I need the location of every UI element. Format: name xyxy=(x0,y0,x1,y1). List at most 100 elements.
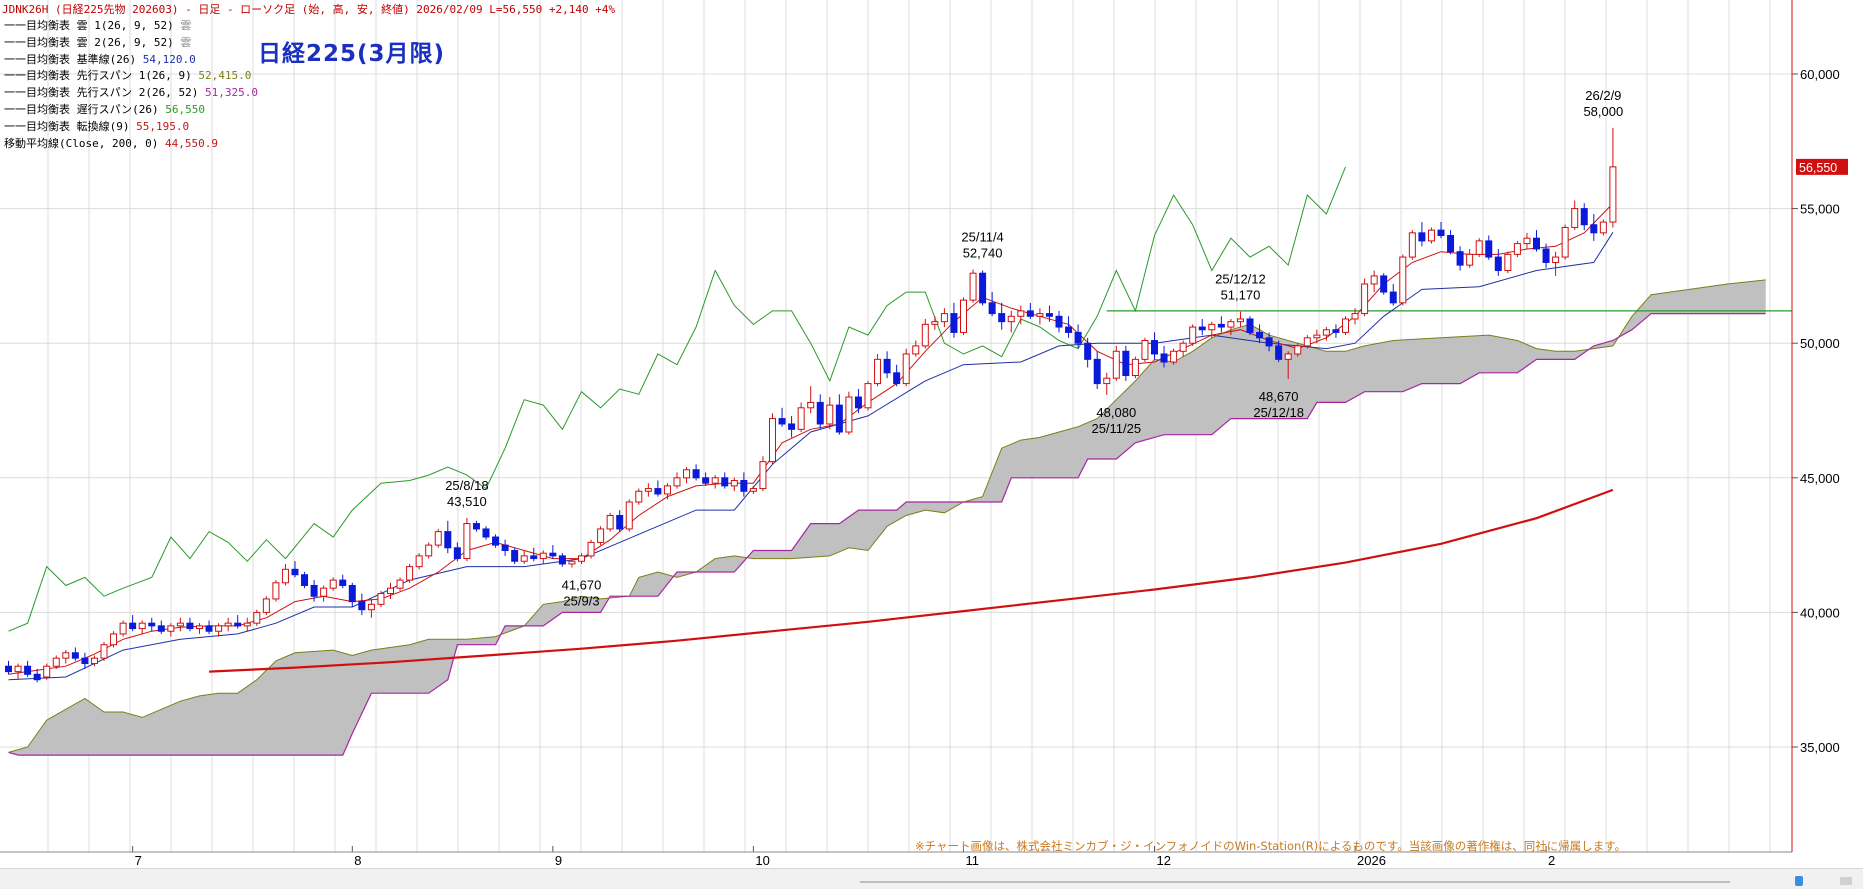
x-month-label: 9 xyxy=(555,853,562,868)
candle-body xyxy=(1198,326,1206,331)
candle-body xyxy=(1303,337,1311,347)
candle-body xyxy=(463,523,471,560)
candle-body xyxy=(740,479,748,492)
price-annotation: 48,670 xyxy=(1259,389,1299,404)
candle-body xyxy=(1561,226,1569,258)
x-month-label: 8 xyxy=(354,853,361,868)
candle-body xyxy=(444,531,452,549)
candle-body xyxy=(119,622,127,635)
candle-body xyxy=(186,622,194,630)
candle-body xyxy=(1609,166,1617,223)
candle-body xyxy=(1542,248,1550,263)
candle-body xyxy=(1170,350,1178,363)
scroll-track[interactable] xyxy=(860,881,1730,883)
candle-body xyxy=(1122,350,1130,377)
candle-body xyxy=(568,560,576,565)
candle-body xyxy=(224,622,232,627)
horizontal-scrollbar[interactable] xyxy=(0,868,1863,889)
candle-body xyxy=(1437,229,1445,237)
candle-body xyxy=(1494,256,1502,272)
candle-body xyxy=(281,568,289,584)
candle-body xyxy=(1275,345,1283,360)
candle-body xyxy=(90,657,98,665)
candle-body xyxy=(1160,353,1168,363)
legend-label: 一一目均衡表 基準線(26) xyxy=(4,52,143,66)
legend-label: 一一目均衡表 雲 2(26, 9, 52) xyxy=(4,35,181,49)
candle-body xyxy=(1227,321,1235,328)
price-annotation: 25/12/18 xyxy=(1253,405,1304,420)
candle-body xyxy=(5,665,12,673)
candle-body xyxy=(1151,340,1158,355)
candle-body xyxy=(377,593,385,605)
price-annotation: 52,740 xyxy=(963,245,1003,260)
candle-body xyxy=(788,423,796,430)
copyright-note: ※チャート画像は、株式会社ミンカブ・ジ・インフォノイドのWin-Station(… xyxy=(915,839,1627,853)
candle-body xyxy=(1599,221,1607,234)
candle-body xyxy=(893,372,901,385)
legend-label: 一一目均衡表 先行スパン 1(26, 9) xyxy=(4,69,199,83)
legend-row: 一一目均衡表 先行スパン 1(26, 9) 52,415.0 xyxy=(4,68,258,85)
candle-body xyxy=(1485,240,1493,258)
candle-body xyxy=(549,552,557,557)
candle-body xyxy=(1007,315,1015,323)
candle-body xyxy=(1236,318,1244,323)
candle-body xyxy=(1055,315,1063,328)
candle-body xyxy=(1103,377,1111,385)
candle-body xyxy=(14,665,22,673)
legend-value: 55,195.0 xyxy=(136,119,190,133)
legend-row: 一一目均衡表 遅行スパン(26) 56,550 xyxy=(4,102,258,119)
legend-value: 51,325.0 xyxy=(205,86,259,100)
candle-body xyxy=(1313,334,1321,339)
legend-row: 一一目均衡表 先行スパン 2(26, 52) 51,325.0 xyxy=(4,85,258,102)
y-tick-label: 35,000 xyxy=(1800,740,1840,755)
candle-body xyxy=(1447,235,1455,253)
candle-body xyxy=(482,528,490,538)
candle-body xyxy=(1427,229,1435,242)
tenkan-sen-line xyxy=(8,203,1614,675)
candle-body xyxy=(348,584,356,603)
price-annotation: 41,670 xyxy=(562,577,602,592)
last-price-label: 56,550 xyxy=(1799,161,1837,175)
candle-body xyxy=(1418,232,1426,242)
price-annotation: 43,510 xyxy=(447,494,487,509)
candle-body xyxy=(1217,323,1225,328)
scroll-thumb[interactable] xyxy=(1795,876,1803,886)
candle-body xyxy=(702,477,710,484)
candle-body xyxy=(616,514,624,530)
candle-body xyxy=(778,418,786,425)
candle-body xyxy=(950,313,958,333)
candle-body xyxy=(854,396,862,409)
candle-body xyxy=(148,622,156,627)
price-annotation: 58,000 xyxy=(1583,104,1623,119)
price-annotation: 48,080 xyxy=(1096,405,1136,420)
candle-body xyxy=(1370,275,1378,285)
candle-body xyxy=(291,568,299,576)
candle-body xyxy=(33,673,41,681)
candle-body xyxy=(501,544,509,551)
legend-row: 移動平均線(Close, 200, 0) 44,550.9 xyxy=(4,136,258,153)
candle-body xyxy=(453,547,461,560)
candle-body xyxy=(1294,345,1302,355)
ma200-line xyxy=(209,488,1614,673)
price-annotation: 51,170 xyxy=(1221,288,1261,303)
candle-body xyxy=(1265,337,1273,347)
candle-body xyxy=(692,469,700,479)
candle-body xyxy=(606,514,614,530)
candle-body xyxy=(1065,326,1073,333)
price-annotation: 25/11/4 xyxy=(961,229,1003,244)
candle-body xyxy=(396,579,404,589)
candle-body xyxy=(310,584,318,597)
price-annotation: 25/9/3 xyxy=(563,593,599,608)
candle-body xyxy=(1399,256,1407,304)
price-annotation: 25/11/25 xyxy=(1091,421,1141,436)
candle-body xyxy=(511,549,519,562)
candle-body xyxy=(845,396,853,433)
scroll-end-button[interactable] xyxy=(1840,877,1852,885)
candle-body xyxy=(1017,310,1025,317)
candle-body xyxy=(167,625,175,632)
chikou-span-line xyxy=(8,166,1346,632)
candle-body xyxy=(969,272,977,301)
candle-body xyxy=(625,501,633,530)
candle-body xyxy=(100,644,108,659)
